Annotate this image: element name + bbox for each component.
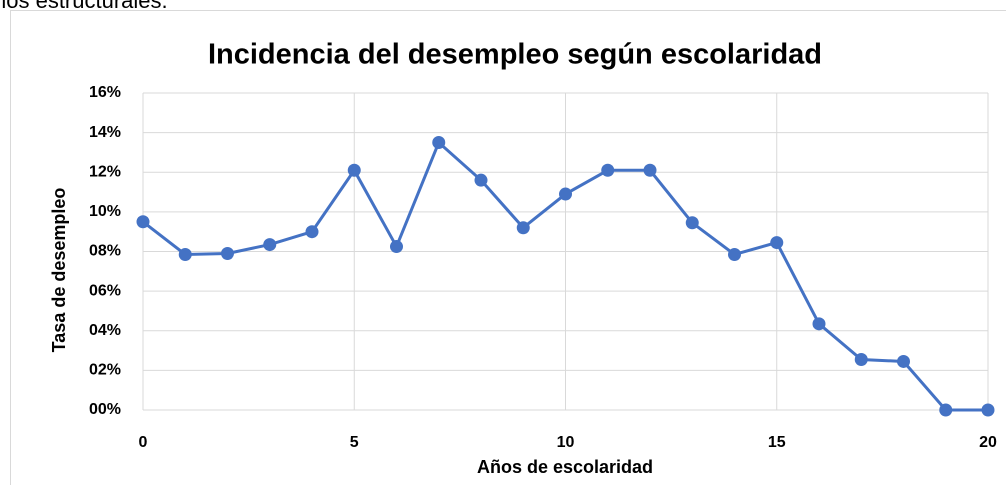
y-tick-label: 08% (89, 243, 121, 260)
chart-frame (10, 10, 1006, 485)
data-point (432, 136, 446, 150)
y-tick-label: 14% (89, 124, 121, 141)
data-point (897, 354, 910, 368)
data-point (390, 240, 403, 254)
y-tick-label: 04% (89, 322, 121, 339)
y-tick-label: 16% (89, 84, 121, 101)
x-axis-label: Años de escolaridad (477, 457, 653, 477)
data-point (854, 352, 868, 366)
data-point (939, 403, 953, 417)
data-point (178, 247, 192, 261)
x-tick-label: 20 (979, 434, 997, 451)
x-tick-label: 0 (139, 434, 148, 451)
y-tick-label: 00% (89, 401, 121, 418)
data-point (305, 225, 319, 239)
y-tick-label: 02% (89, 362, 121, 379)
data-point (981, 403, 995, 417)
y-axis-label: Tasa de desempleo (49, 188, 69, 353)
data-point (263, 238, 277, 252)
y-tick-label: 06% (89, 282, 121, 299)
data-point (770, 236, 784, 250)
data-point (516, 221, 530, 235)
preceding-text: nos estructurales. (0, 0, 168, 13)
data-point (474, 173, 488, 187)
chart-title: Incidencia del desempleo según escolarid… (208, 39, 822, 71)
data-point (685, 216, 699, 230)
data-point (728, 247, 741, 261)
y-tick-label: 10% (89, 203, 121, 220)
data-point (559, 187, 572, 201)
data-point (812, 317, 826, 331)
data-point (347, 163, 361, 177)
x-tick-label: 10 (557, 434, 575, 451)
x-tick-label: 5 (350, 434, 359, 451)
data-point (601, 163, 615, 177)
y-tick-label: 12% (89, 163, 121, 180)
x-tick-label: 15 (768, 434, 786, 451)
data-point (643, 163, 657, 177)
data-point (221, 246, 234, 260)
data-point (136, 215, 150, 229)
